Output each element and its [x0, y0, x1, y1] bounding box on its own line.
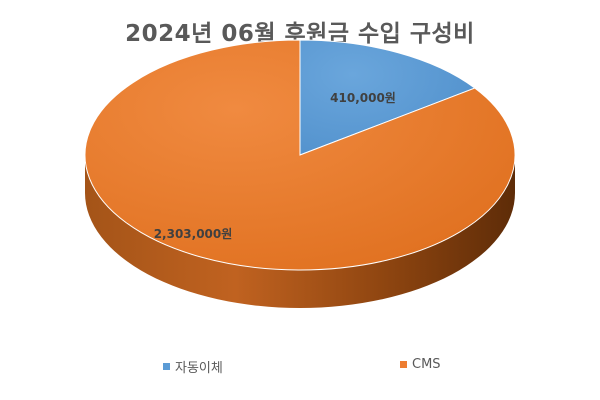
legend-item-cms: CMS: [400, 357, 441, 372]
pie-slice-자동이체: [299, 39, 476, 156]
legend: 자동이체 CMS: [0, 357, 600, 377]
legend-label-cms: CMS: [412, 357, 441, 372]
data-label-자동이체: 410,000원: [330, 91, 396, 105]
data-label-CMS: 2,303,000원: [154, 227, 233, 241]
legend-swatch-cms: [400, 361, 407, 368]
legend-item-자동이체: 자동이체: [163, 357, 223, 376]
legend-swatch-자동이체: [163, 363, 170, 370]
pie-side-wall-cms: [85, 155, 515, 308]
legend-label-자동이체: 자동이체: [175, 361, 223, 376]
pie-slice-CMS: [84, 39, 516, 271]
